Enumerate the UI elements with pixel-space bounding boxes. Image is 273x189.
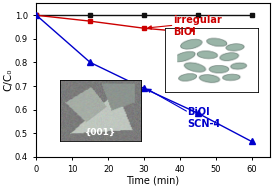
X-axis label: Time (min): Time (min) [126,176,180,186]
Text: irregular
BiOI: irregular BiOI [173,15,221,37]
Text: BiOI
SCN-4: BiOI SCN-4 [187,107,220,129]
Y-axis label: C/C₀: C/C₀ [4,69,13,91]
